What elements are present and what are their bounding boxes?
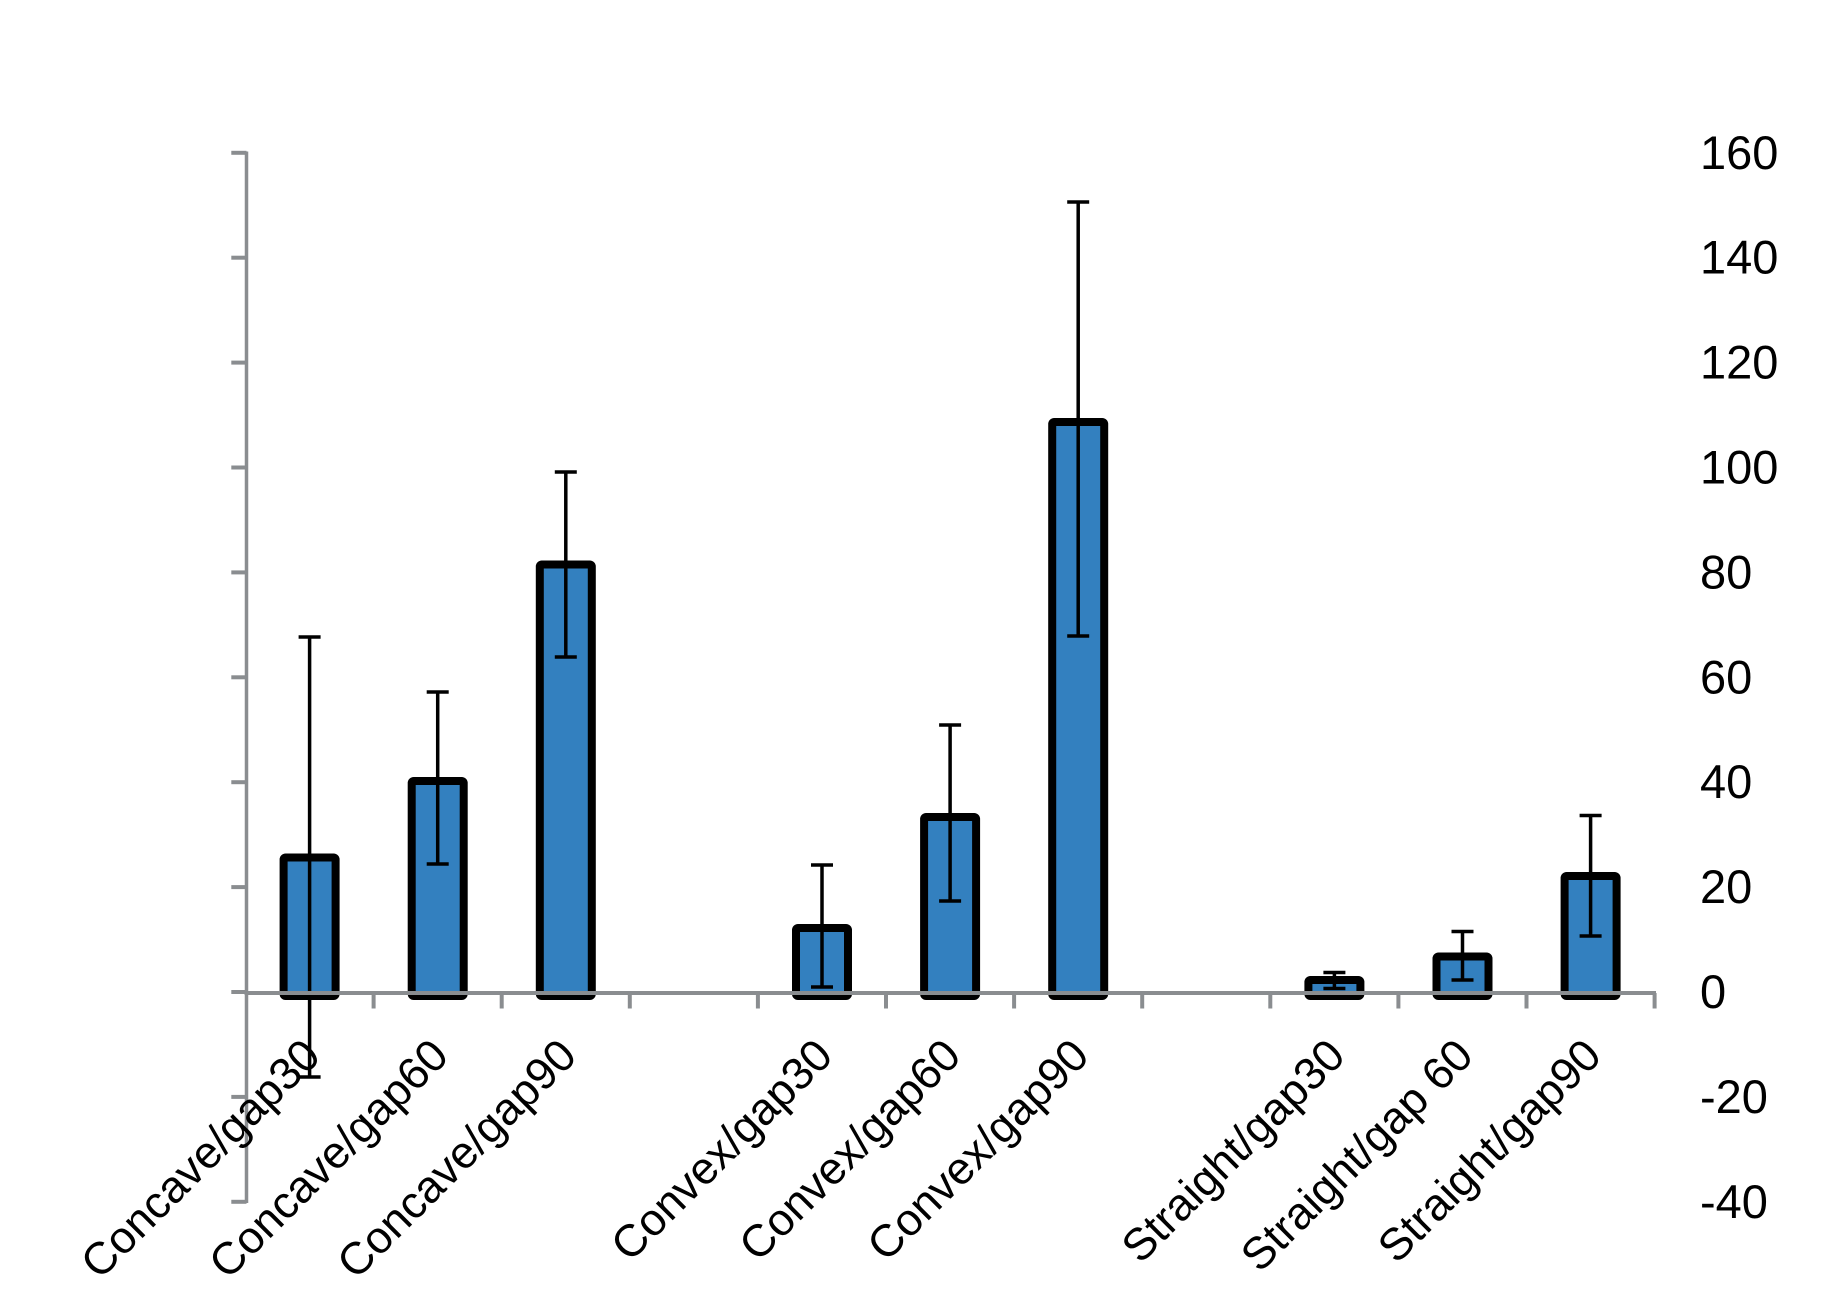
- svg-text:-20: -20: [1700, 1070, 1768, 1123]
- svg-text:80: 80: [1700, 545, 1752, 598]
- svg-text:160: 160: [1700, 126, 1778, 179]
- svg-text:120: 120: [1700, 336, 1778, 389]
- svg-text:60: 60: [1700, 650, 1752, 703]
- svg-text:-40: -40: [1700, 1175, 1768, 1228]
- svg-text:40: 40: [1700, 755, 1752, 808]
- svg-text:0: 0: [1700, 965, 1726, 1018]
- svg-text:100: 100: [1700, 441, 1778, 494]
- svg-text:20: 20: [1700, 860, 1752, 913]
- svg-text:140: 140: [1700, 231, 1778, 284]
